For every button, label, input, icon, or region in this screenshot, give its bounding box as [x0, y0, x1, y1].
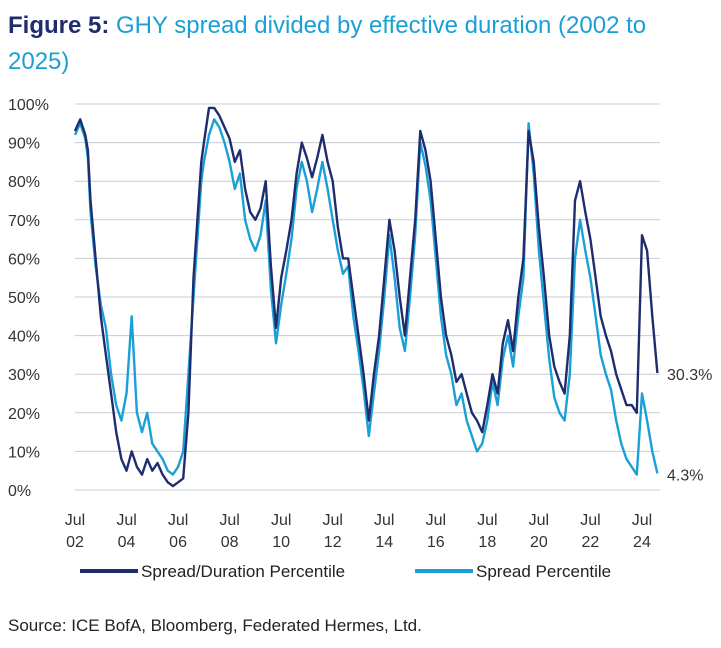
x-tick-label: Jul 12	[322, 512, 342, 551]
x-tick-label: Jul 14	[374, 512, 394, 551]
x-tick-label: Jul 04	[116, 512, 136, 551]
x-tick-label: Jul 24	[632, 512, 652, 551]
figure-title-text: GHY spread divided by effective duration…	[8, 12, 647, 75]
series-line-spread-duration	[73, 106, 659, 488]
x-tick-label: Jul 02	[65, 512, 85, 551]
series-line-spread	[73, 118, 659, 476]
y-tick-label: 30%	[8, 367, 40, 384]
x-tick-label: Jul 20	[529, 512, 549, 551]
y-tick-label: 40%	[8, 329, 40, 346]
y-tick-label: 60%	[8, 251, 40, 268]
end-value-label: 4.3%	[667, 467, 703, 484]
y-tick-label: 70%	[8, 213, 40, 230]
series-lines	[73, 106, 659, 488]
y-tick-label: 10%	[8, 444, 40, 461]
y-tick-label: 90%	[8, 136, 40, 153]
legend-label: Spread Percentile	[476, 562, 611, 581]
figure-title: Figure 5: GHY spread divided by effectiv…	[8, 8, 708, 80]
end-value-label: 30.3%	[667, 367, 712, 384]
y-tick-label: 20%	[8, 406, 40, 423]
y-tick-label: 50%	[8, 290, 40, 307]
x-axis-ticks: Jul 02 Jul 04 Jul 06 Jul 08 Jul 10 Jul 12 Jul 14 Jul 16…	[65, 512, 652, 551]
x-tick-label: Jul 16	[426, 512, 446, 551]
figure-label: Figure 5:	[8, 12, 110, 39]
x-tick-label: Jul 22	[580, 512, 600, 551]
gridlines	[75, 103, 660, 491]
legend-label: Spread/Duration Percentile	[141, 562, 345, 581]
y-tick-label: 0%	[8, 483, 31, 500]
x-tick-label: Jul 08	[219, 512, 239, 551]
line-chart: 0%10%20%30%40%50%60%70%80%90%100% Jul 02J…	[8, 97, 712, 581]
legend: Spread/Duration Percentile Spread Percent…	[80, 562, 611, 581]
x-tick-label: Jul 18	[477, 512, 497, 551]
source-note: Source: ICE BofA, Bloomberg, Federated H…	[8, 616, 422, 635]
y-axis-ticks: 0% 10% 20% 30% 40% 50% 60% 70% 80% 90% 100%	[8, 97, 49, 500]
y-tick-label: 80%	[8, 174, 40, 191]
x-tick-label: Jul 10	[271, 512, 291, 551]
x-tick-label: Jul 06	[168, 512, 188, 551]
end-labels: 30.3% 4.3%	[667, 367, 712, 484]
y-tick-label: 100%	[8, 97, 49, 114]
